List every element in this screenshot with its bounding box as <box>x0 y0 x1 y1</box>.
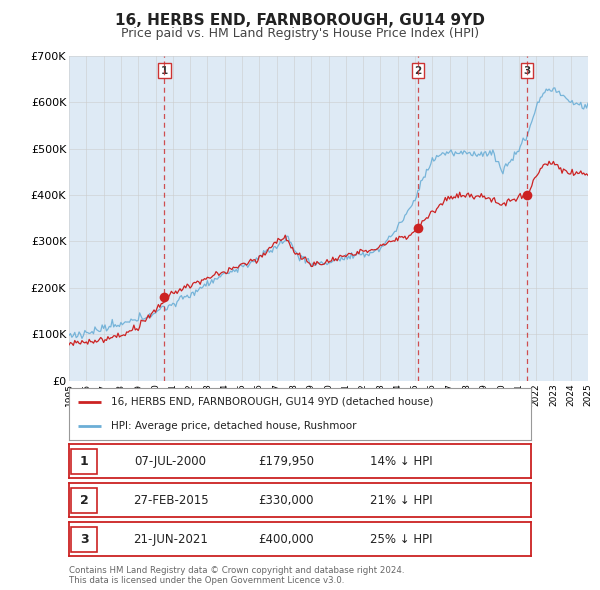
Text: 3: 3 <box>523 65 530 76</box>
Text: £330,000: £330,000 <box>259 494 314 507</box>
Text: £179,950: £179,950 <box>258 455 314 468</box>
Text: 3: 3 <box>80 533 88 546</box>
Text: Price paid vs. HM Land Registry's House Price Index (HPI): Price paid vs. HM Land Registry's House … <box>121 27 479 40</box>
FancyBboxPatch shape <box>71 488 97 513</box>
Text: 21% ↓ HPI: 21% ↓ HPI <box>370 494 433 507</box>
FancyBboxPatch shape <box>71 449 97 474</box>
Text: 14% ↓ HPI: 14% ↓ HPI <box>370 455 433 468</box>
FancyBboxPatch shape <box>71 527 97 552</box>
Text: 2: 2 <box>414 65 421 76</box>
Text: 16, HERBS END, FARNBOROUGH, GU14 9YD (detached house): 16, HERBS END, FARNBOROUGH, GU14 9YD (de… <box>110 396 433 407</box>
Text: 21-JUN-2021: 21-JUN-2021 <box>133 533 208 546</box>
Text: 27-FEB-2015: 27-FEB-2015 <box>133 494 208 507</box>
Text: HPI: Average price, detached house, Rushmoor: HPI: Average price, detached house, Rush… <box>110 421 356 431</box>
Text: Contains HM Land Registry data © Crown copyright and database right 2024.
This d: Contains HM Land Registry data © Crown c… <box>69 566 404 585</box>
Text: 25% ↓ HPI: 25% ↓ HPI <box>370 533 433 546</box>
Text: 1: 1 <box>161 65 168 76</box>
Text: 16, HERBS END, FARNBOROUGH, GU14 9YD: 16, HERBS END, FARNBOROUGH, GU14 9YD <box>115 13 485 28</box>
Text: 2: 2 <box>80 494 88 507</box>
Text: 07-JUL-2000: 07-JUL-2000 <box>134 455 206 468</box>
Text: 1: 1 <box>80 455 88 468</box>
Text: £400,000: £400,000 <box>259 533 314 546</box>
